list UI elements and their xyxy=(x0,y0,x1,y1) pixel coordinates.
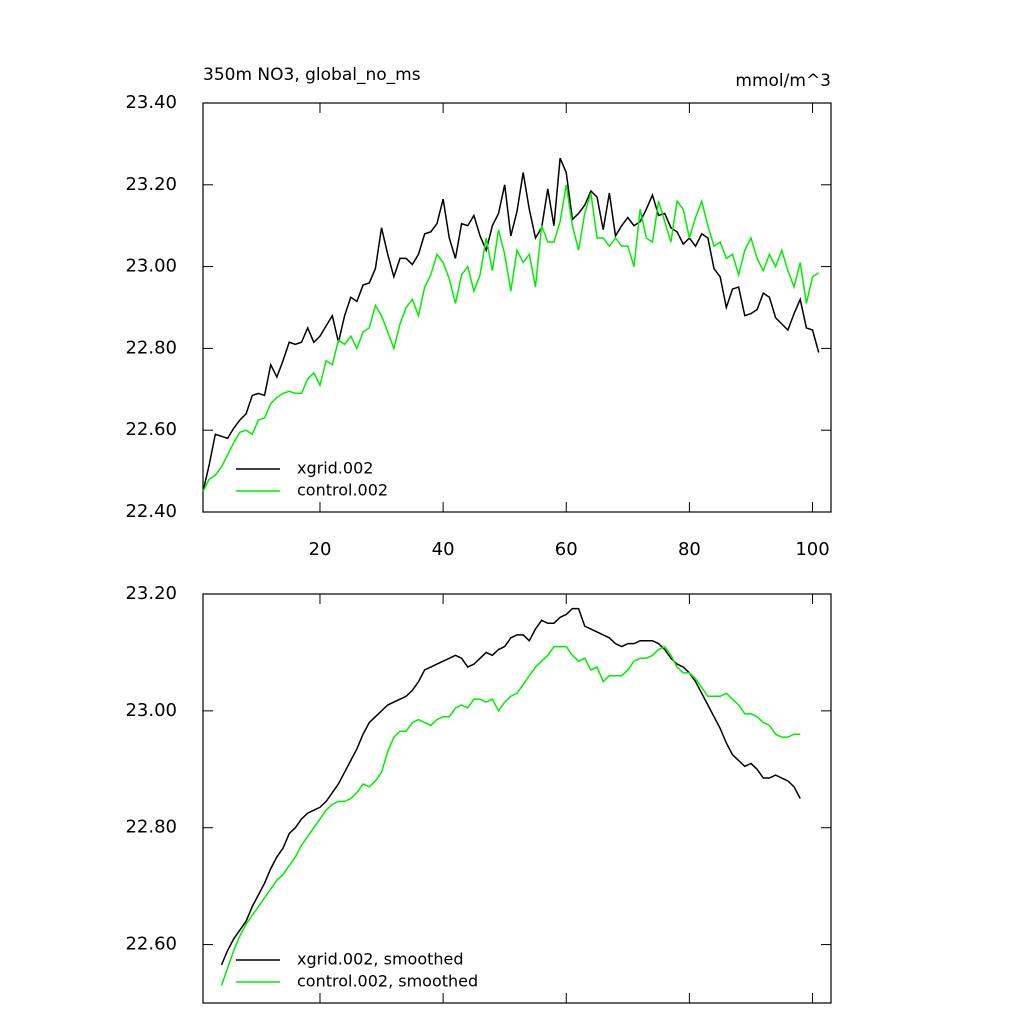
y-tick-label: 22.80 xyxy=(125,817,177,838)
x-tick-label: 100 xyxy=(795,539,829,560)
y-tick-label: 23.20 xyxy=(125,583,177,604)
series-line xyxy=(202,157,820,492)
series-line xyxy=(220,645,801,986)
legend-label: control.002, smoothed xyxy=(297,972,478,991)
x-tick-label: 60 xyxy=(555,539,578,560)
y-tick-label: 22.60 xyxy=(125,419,177,440)
legend-label: xgrid.002, smoothed xyxy=(297,950,464,969)
y-tick-label: 22.40 xyxy=(125,501,177,522)
chart-title: 350m NO3, global_no_ms xyxy=(203,65,421,85)
x-tick-label: 20 xyxy=(309,539,332,560)
x-tick-label: 80 xyxy=(678,539,701,560)
y-tick-label: 23.20 xyxy=(125,174,177,195)
series-line xyxy=(202,184,820,492)
plot-frame xyxy=(202,102,832,513)
x-tick-label: 40 xyxy=(432,539,455,560)
y-tick-label: 22.80 xyxy=(125,337,177,358)
units-label: mmol/m^3 xyxy=(735,71,831,91)
series-line xyxy=(220,607,801,966)
legend-label: control.002 xyxy=(297,481,388,500)
y-tick-label: 23.00 xyxy=(125,700,177,721)
y-tick-label: 22.60 xyxy=(125,934,177,955)
y-tick-label: 23.00 xyxy=(125,256,177,277)
y-tick-label: 23.40 xyxy=(125,92,177,113)
plot-frame xyxy=(202,593,832,1004)
legend-label: xgrid.002 xyxy=(297,459,373,478)
